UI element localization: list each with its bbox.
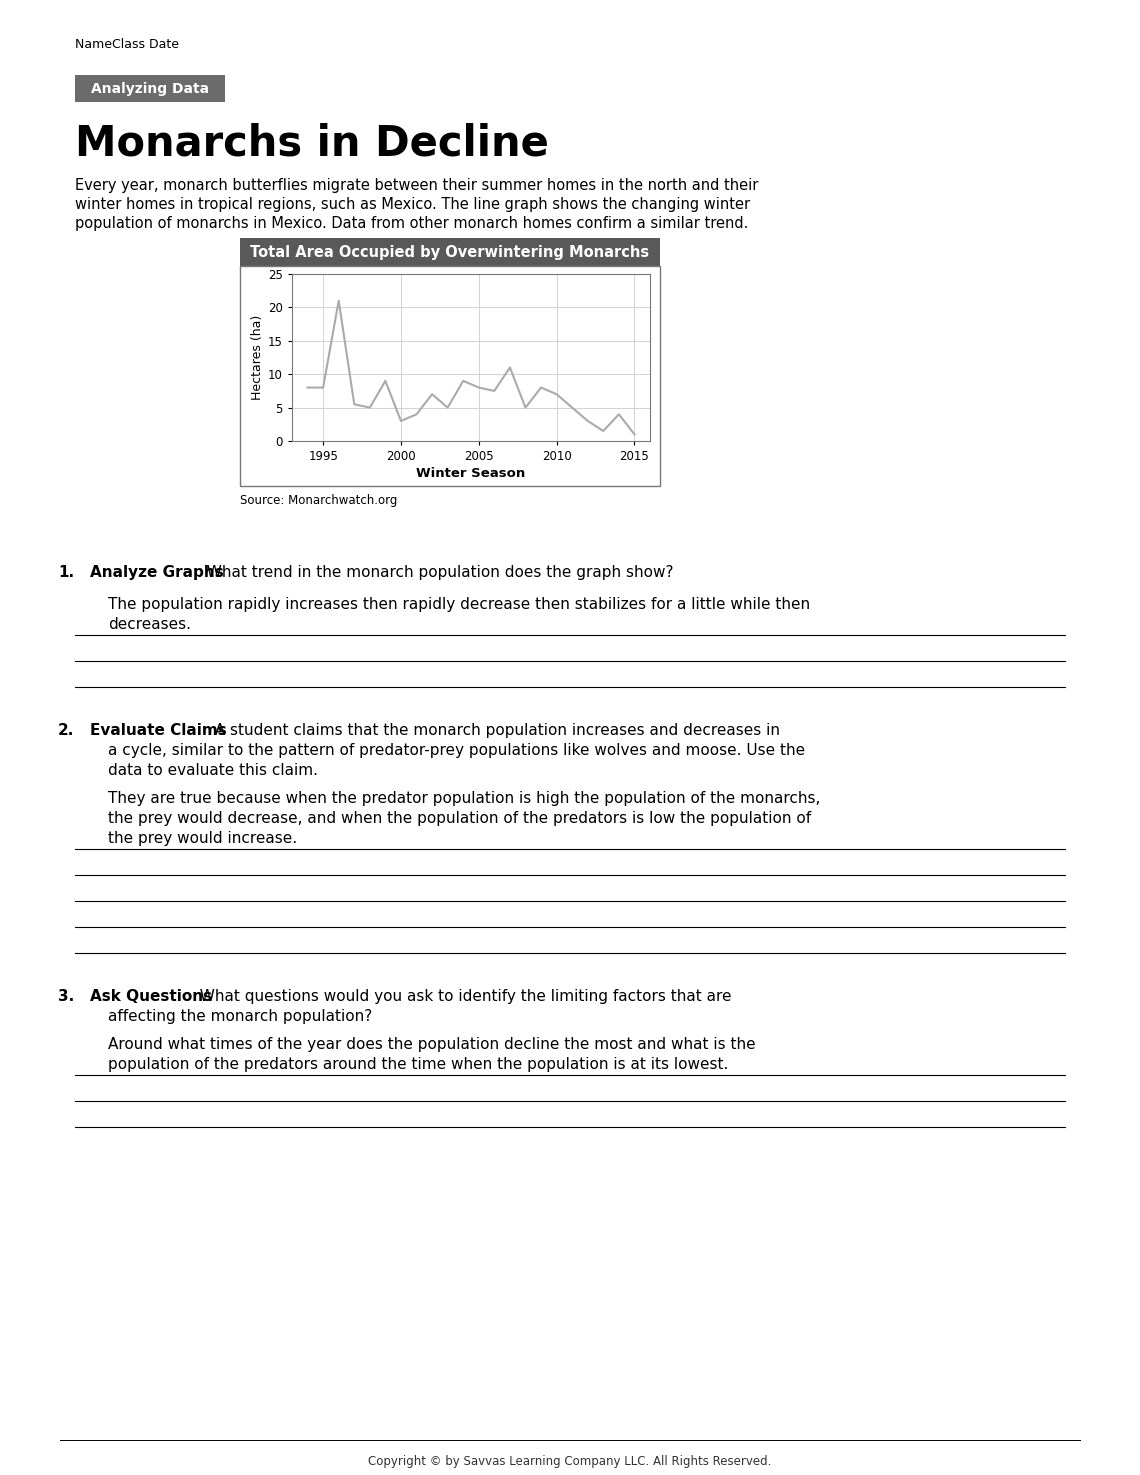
Text: NameClass Date: NameClass Date (75, 38, 179, 52)
Text: a cycle, similar to the pattern of predator-prey populations like wolves and moo: a cycle, similar to the pattern of preda… (108, 743, 805, 758)
FancyBboxPatch shape (241, 237, 660, 266)
Text: population of monarchs in Mexico. Data from other monarch homes confirm a simila: population of monarchs in Mexico. Data f… (75, 215, 748, 232)
Text: 1.: 1. (58, 565, 74, 580)
Text: Every year, monarch butterflies migrate between their summer homes in the north : Every year, monarch butterflies migrate … (75, 178, 758, 193)
Text: They are true because when the predator population is high the population of the: They are true because when the predator … (108, 791, 821, 805)
Text: data to evaluate this claim.: data to evaluate this claim. (108, 763, 318, 777)
Text: 2.: 2. (58, 723, 74, 738)
Text: What questions would you ask to identify the limiting factors that are: What questions would you ask to identify… (190, 990, 732, 1004)
Text: decreases.: decreases. (108, 617, 192, 631)
Text: Analyzing Data: Analyzing Data (91, 83, 209, 96)
Text: A student claims that the monarch population increases and decreases in: A student claims that the monarch popula… (205, 723, 780, 738)
Text: Copyright © by Savvas Learning Company LLC. All Rights Reserved.: Copyright © by Savvas Learning Company L… (368, 1454, 772, 1468)
Text: affecting the monarch population?: affecting the monarch population? (108, 1009, 373, 1024)
Text: Total Area Occupied by Overwintering Monarchs: Total Area Occupied by Overwintering Mon… (251, 245, 650, 261)
Text: Source: Monarchwatch.org: Source: Monarchwatch.org (241, 494, 398, 507)
FancyBboxPatch shape (241, 266, 660, 485)
Text: Analyze Graphs: Analyze Graphs (90, 565, 223, 580)
Text: Around what times of the year does the population decline the most and what is t: Around what times of the year does the p… (108, 1037, 756, 1052)
Text: Evaluate Claims: Evaluate Claims (90, 723, 227, 738)
Y-axis label: Hectares (ha): Hectares (ha) (251, 314, 264, 400)
FancyBboxPatch shape (75, 75, 225, 102)
Text: The population rapidly increases then rapidly decrease then stabilizes for a lit: The population rapidly increases then ra… (108, 597, 811, 612)
Text: the prey would increase.: the prey would increase. (108, 830, 298, 847)
Text: winter homes in tropical regions, such as Mexico. The line graph shows the chang: winter homes in tropical regions, such a… (75, 198, 750, 212)
Text: Ask Questions: Ask Questions (90, 990, 212, 1004)
X-axis label: Winter Season: Winter Season (416, 468, 526, 481)
Text: the prey would decrease, and when the population of the predators is low the pop: the prey would decrease, and when the po… (108, 811, 812, 826)
Text: 3.: 3. (58, 990, 74, 1004)
Text: population of the predators around the time when the population is at its lowest: population of the predators around the t… (108, 1058, 728, 1072)
Text: Monarchs in Decline: Monarchs in Decline (75, 122, 548, 164)
Text: What trend in the monarch population does the graph show?: What trend in the monarch population doe… (197, 565, 674, 580)
